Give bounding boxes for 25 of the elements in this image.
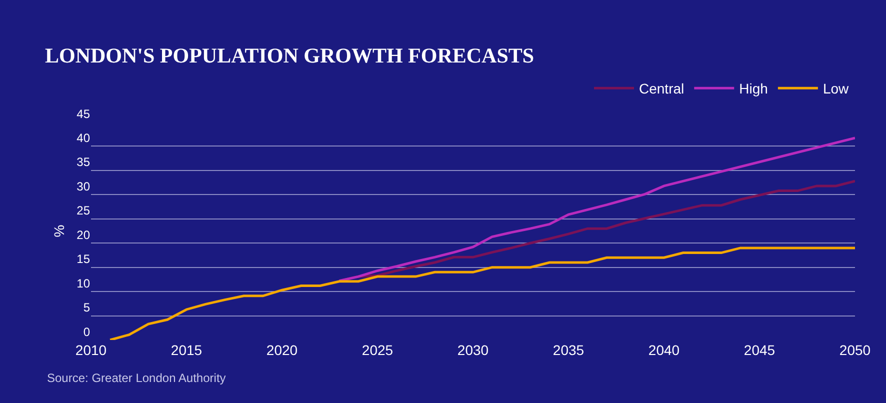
y-tick-label: 35 <box>76 155 90 170</box>
x-tick-label: 2015 <box>170 342 202 358</box>
x-tick-label: 2025 <box>362 342 394 358</box>
chart-title: LONDON'S POPULATION GROWTH FORECASTS <box>45 43 534 68</box>
x-tick-label: 2050 <box>839 342 871 358</box>
y-tick-label: 20 <box>76 228 90 242</box>
x-tick-label: 2040 <box>648 342 680 358</box>
y-tick-label: 30 <box>76 179 90 194</box>
x-tick-label: 2045 <box>744 342 776 358</box>
legend-label: Central <box>639 80 684 97</box>
source-note: Source: Greater London Authority <box>47 371 226 385</box>
x-tick-label: 2035 <box>552 342 584 358</box>
x-tick-label: 2030 <box>457 342 489 358</box>
y-tick-label: 10 <box>76 276 90 290</box>
x-tick-label: 2020 <box>266 342 298 358</box>
y-tick-label: 0 <box>83 324 90 339</box>
legend-label: High <box>739 80 768 97</box>
y-tick-label: 45 <box>76 106 90 121</box>
y-tick-label: 25 <box>76 204 90 218</box>
y-axis-title: % <box>51 224 68 238</box>
legend-label: Low <box>822 80 850 97</box>
x-tick-label: 2010 <box>75 342 107 358</box>
y-tick-label: 15 <box>76 252 90 266</box>
y-tick-label: 5 <box>83 300 90 315</box>
y-tick-label: 40 <box>76 131 90 146</box>
